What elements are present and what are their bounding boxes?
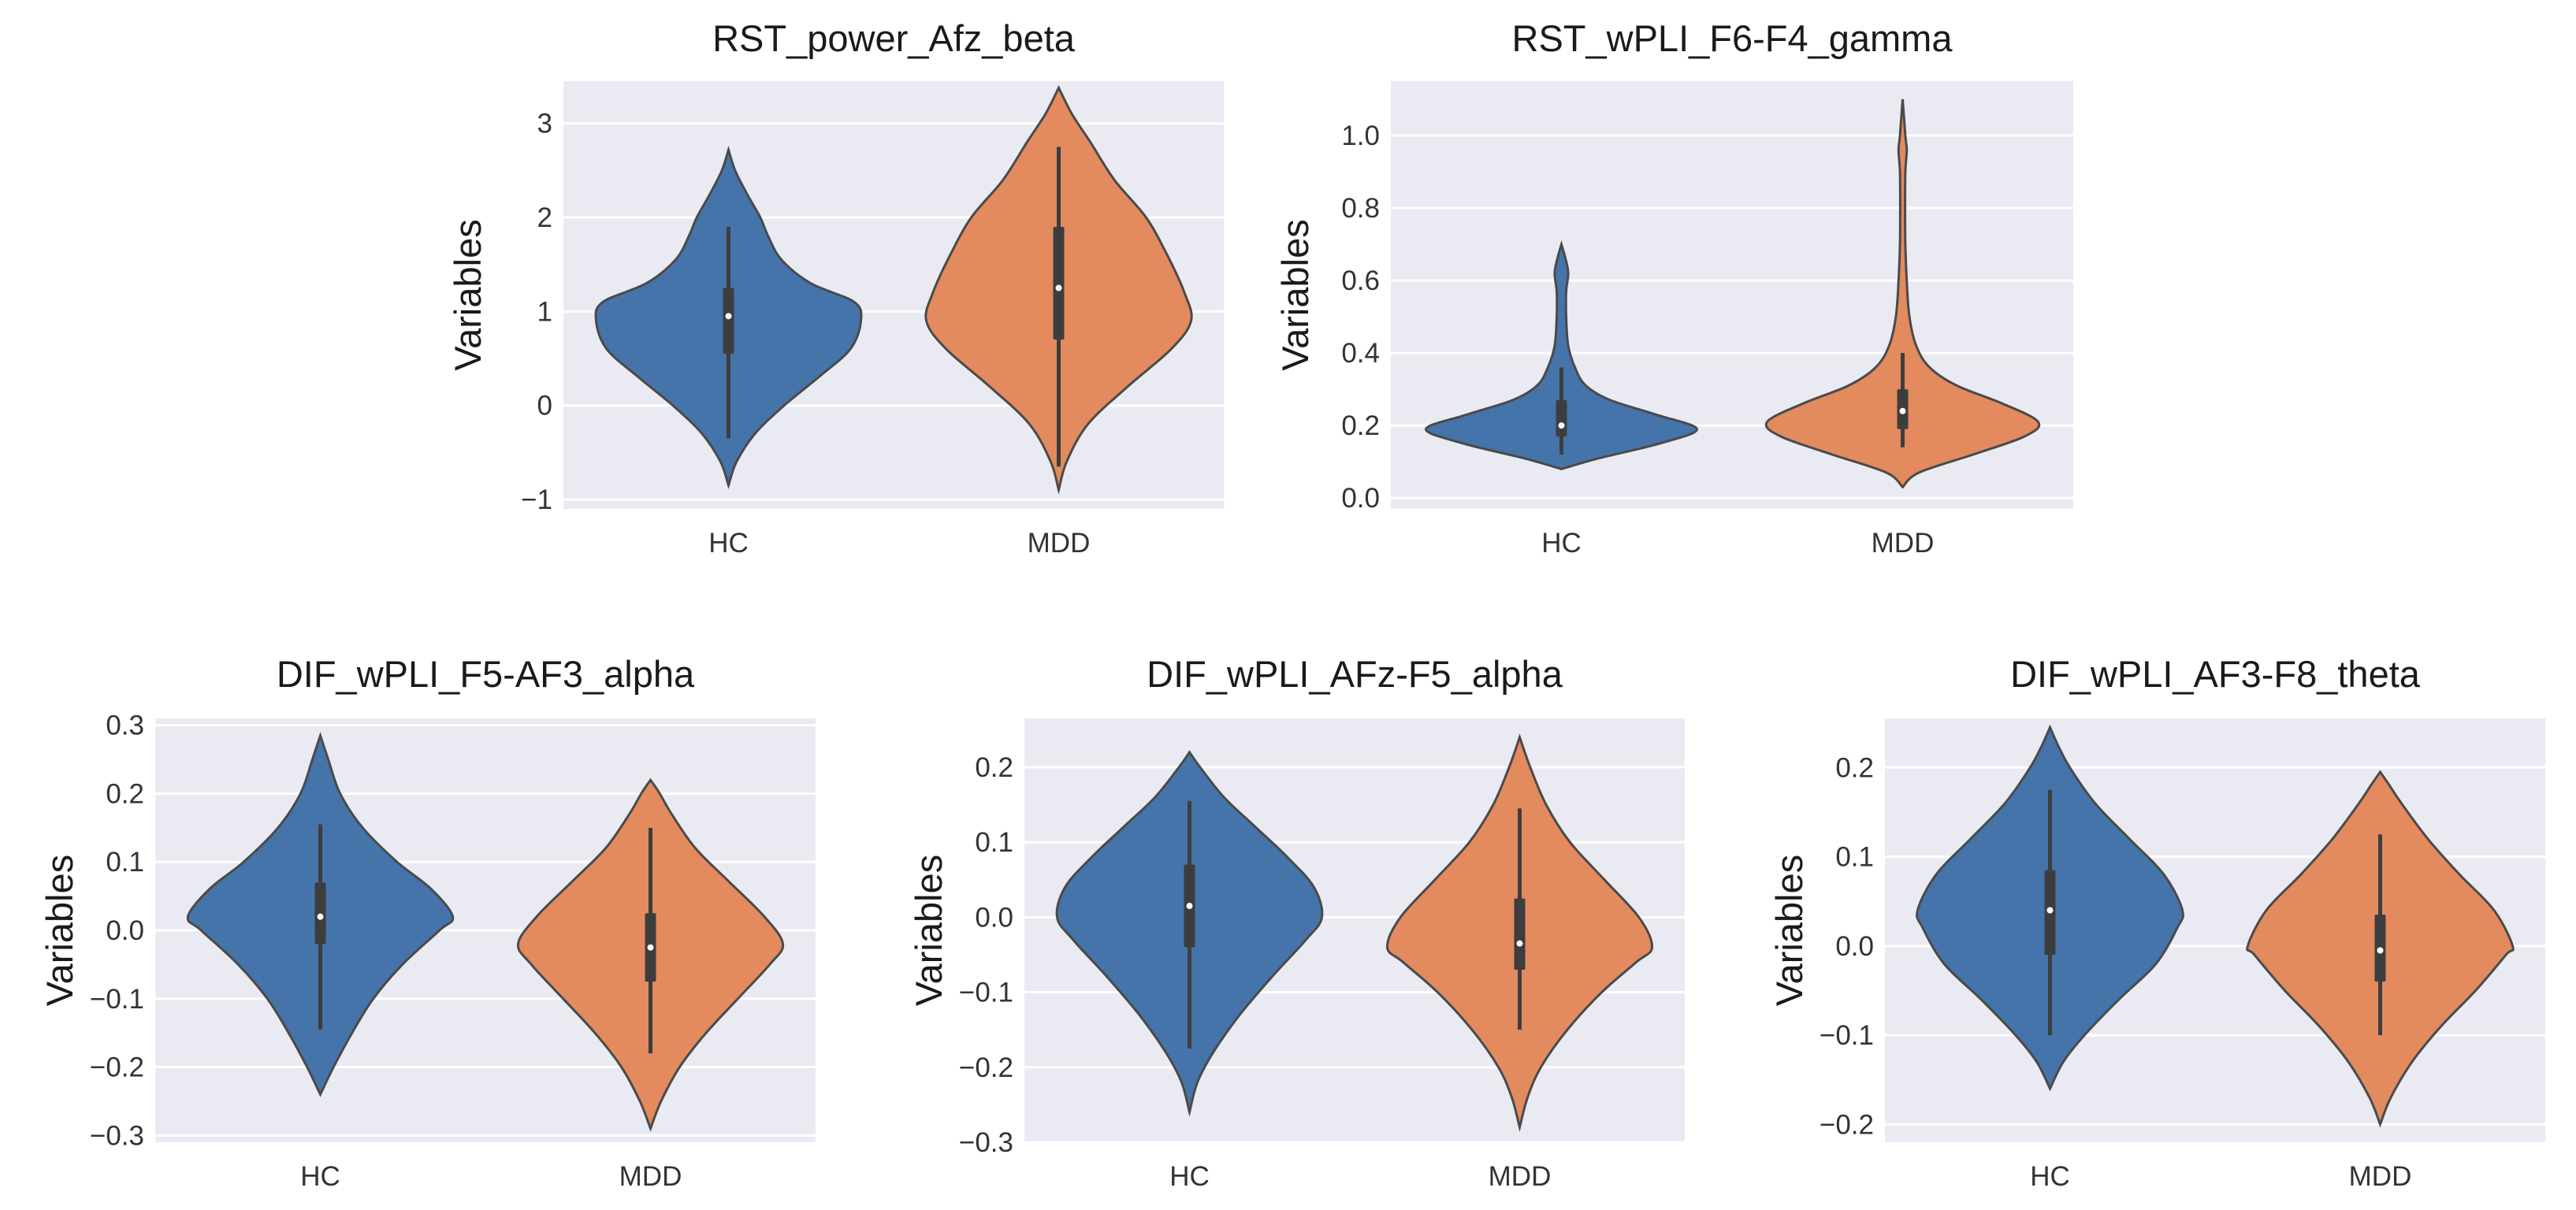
y-tick-label: 0.2 [1835, 752, 1874, 783]
violin-chart-3: −0.3 −0.2 −0.1 0.0 0.1 0.2 0.3 DIF_wPLI_F5-AF3_… [39, 653, 816, 1192]
x-tick-label: MDD [2349, 1161, 2412, 1192]
iqr-box-hc [314, 882, 326, 945]
y-tick-label: 2 [537, 202, 552, 233]
iqr-box-mdd [1514, 898, 1526, 970]
y-tick-label: −0.3 [90, 1120, 144, 1151]
violin-chart-4: −0.3 −0.2 −0.1 0.0 0.1 0.2 DIF_wPLI_AFz-F5_alp… [908, 653, 1685, 1192]
x-tick-label: HC [1541, 528, 1582, 559]
median-marker-hc [1558, 422, 1565, 429]
y-tick-label: −1 [521, 484, 552, 515]
violin-mdd [1764, 98, 2041, 489]
median-marker-hc [317, 913, 324, 920]
violin-chart-2: 0.0 0.2 0.4 0.6 0.8 1.0 RST_wPLI_F6-F4_gamma Va… [1274, 17, 2073, 559]
y-tick-label: −0.2 [90, 1052, 144, 1083]
y-tick-label: 3 [537, 109, 552, 139]
median-marker-mdd [1055, 284, 1062, 291]
y-tick-label: 0.2 [975, 752, 1013, 783]
y-tick-label: 0.6 [1341, 265, 1380, 296]
y-tick-label: −0.1 [959, 978, 1013, 1008]
x-tick-label: HC [300, 1161, 340, 1192]
y-tick-label: 1.0 [1341, 121, 1380, 151]
chart-title: DIF_wPLI_F5-AF3_alpha [277, 653, 695, 695]
median-marker-mdd [1899, 407, 1906, 414]
y-axis-label: Variables [1768, 855, 1810, 1006]
x-tick-label: HC [708, 528, 749, 559]
y-tick-label: −0.2 [1820, 1109, 1874, 1140]
median-marker-hc [1186, 903, 1193, 910]
x-tick-label: MDD [1028, 528, 1091, 559]
median-marker-mdd [1516, 940, 1523, 947]
violin-chart-5: −0.2 −0.1 0.0 0.1 0.2 DIF_wPLI_AF3-F8_theta Va… [1768, 653, 2545, 1192]
y-tick-label: 0.8 [1341, 193, 1380, 224]
iqr-box-hc [1556, 399, 1567, 436]
median-marker-mdd [647, 944, 654, 951]
y-tick-label: 0.0 [106, 915, 144, 946]
x-tick-label: MDD [619, 1161, 682, 1192]
chart-title: DIF_wPLI_AF3-F8_theta [2010, 653, 2421, 695]
y-tick-label: 0.2 [106, 778, 144, 809]
median-marker-hc [725, 313, 732, 320]
y-tick-label: 1 [537, 296, 552, 327]
y-tick-label: −0.1 [1820, 1020, 1874, 1051]
chart-title: DIF_wPLI_AFz-F5_alpha [1147, 653, 1563, 695]
y-axis-label: Variables [1274, 219, 1316, 370]
y-tick-label: 0.1 [1835, 842, 1874, 873]
chart-title: RST_wPLI_F6-F4_gamma [1512, 17, 1953, 59]
y-axis-label: Variables [447, 219, 489, 370]
iqr-box-mdd [1053, 226, 1065, 340]
y-tick-label: 0.2 [1341, 410, 1380, 441]
iqr-box-hc [723, 288, 734, 354]
y-axis-label: Variables [908, 855, 950, 1006]
y-tick-label: 0.4 [1341, 338, 1380, 369]
y-tick-label: 0.0 [1341, 483, 1380, 514]
y-tick-label: −0.3 [959, 1127, 1013, 1158]
y-tick-label: 0.0 [1835, 931, 1874, 962]
y-tick-label: 0.1 [106, 847, 144, 878]
x-tick-label: MDD [1489, 1161, 1552, 1192]
y-tick-label: −0.1 [90, 984, 144, 1015]
y-tick-label: 0 [537, 391, 552, 421]
chart-title: RST_power_Afz_beta [712, 17, 1076, 59]
y-tick-label: −0.2 [959, 1052, 1013, 1083]
median-marker-mdd [2377, 947, 2384, 954]
x-tick-label: HC [2030, 1161, 2070, 1192]
violin-chart-1: −1 0 1 2 3 RST_power_Afz_beta Variables HC MDD [447, 17, 1224, 559]
y-tick-label: 0.0 [975, 902, 1013, 933]
y-tick-label: 0.3 [106, 711, 144, 741]
x-tick-label: HC [1169, 1161, 1210, 1192]
violin-hc [1425, 239, 1698, 470]
y-axis-label: Variables [39, 855, 80, 1006]
x-tick-label: MDD [1872, 528, 1935, 559]
median-marker-hc [2046, 907, 2054, 914]
y-tick-label: 0.1 [975, 827, 1013, 858]
